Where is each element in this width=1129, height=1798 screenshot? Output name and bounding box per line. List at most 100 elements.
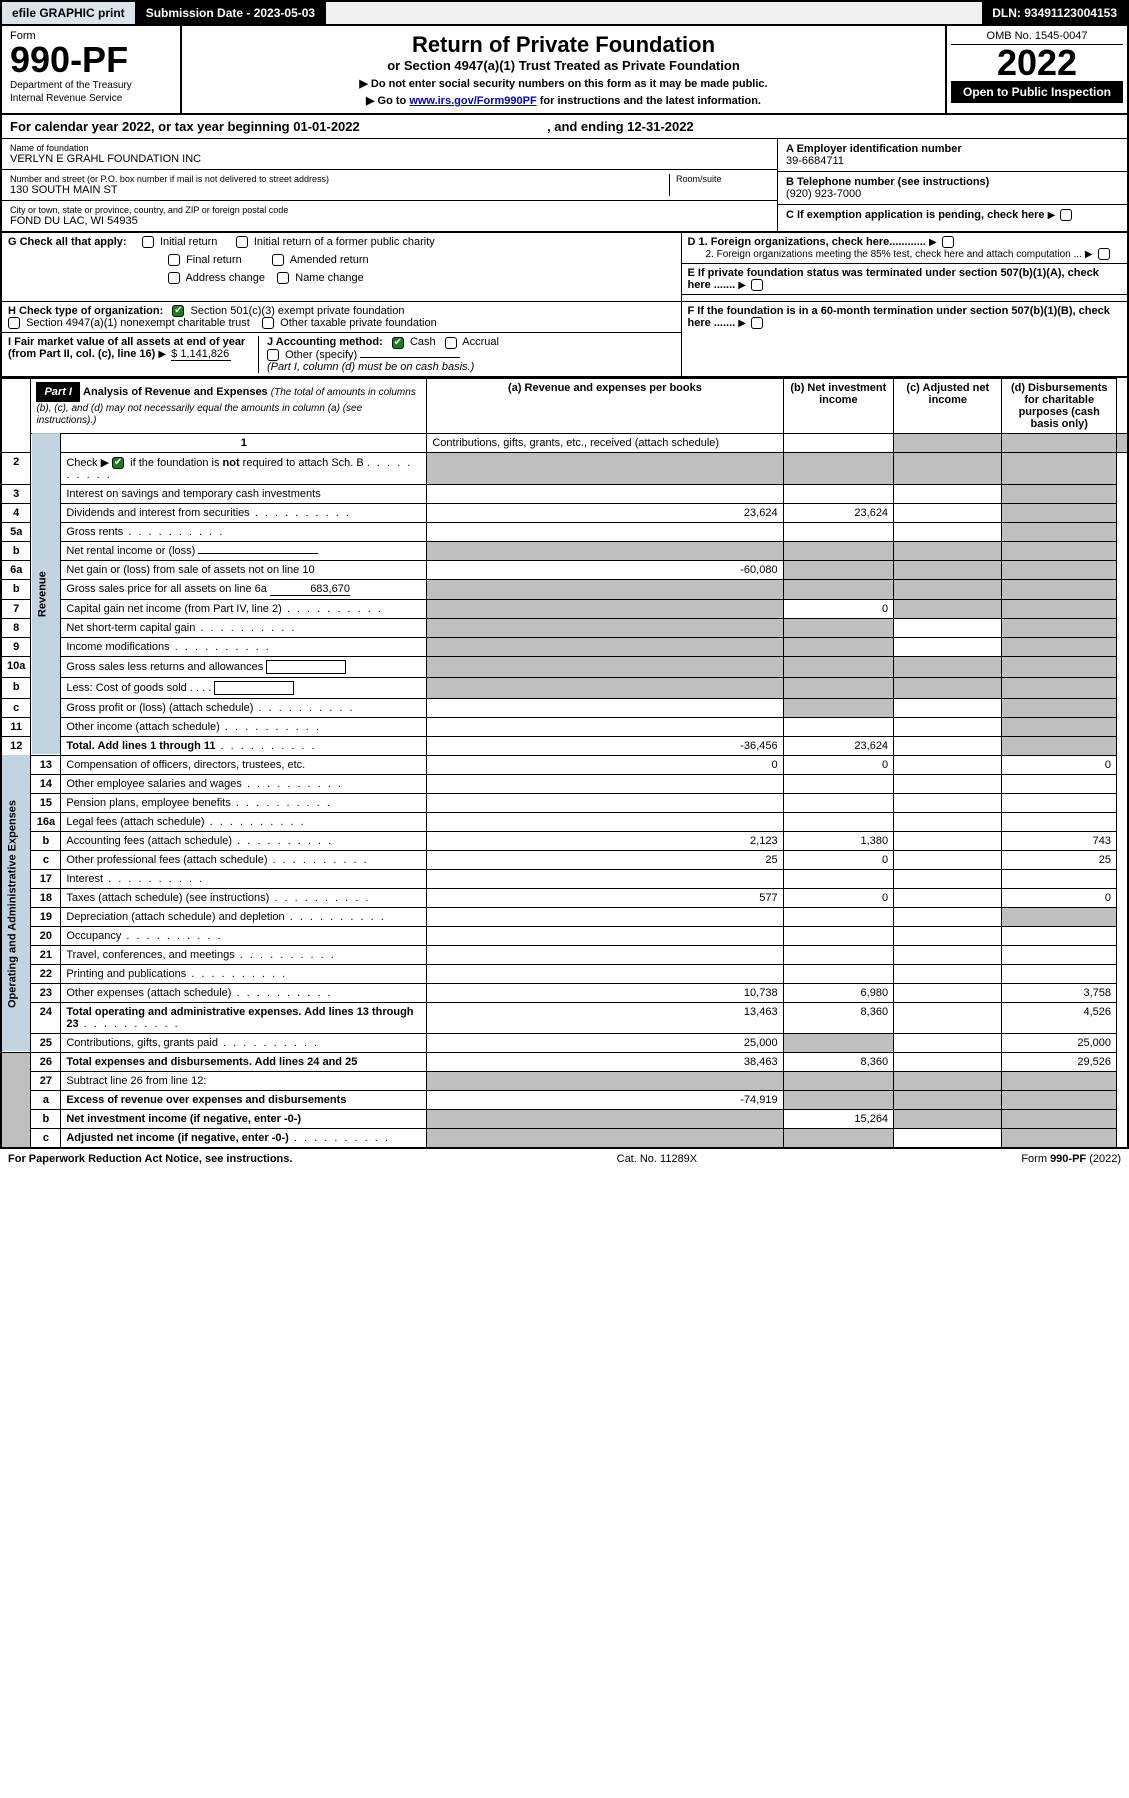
line-16a: Legal fees (attach schedule) [61,812,427,831]
line-num: 8 [1,618,31,637]
s501-label: Section 501(c)(3) exempt private foundat… [190,305,404,317]
name-label: Name of foundation [10,143,769,153]
part1-title: Analysis of Revenue and Expenses [83,386,268,398]
name-change-label: Name change [295,272,364,284]
form-note-ssn: ▶ Do not enter social security numbers o… [188,77,939,90]
line-num: 26 [31,1052,61,1071]
val-12b: 23,624 [783,736,893,755]
col-a-header: (a) Revenue and expenses per books [427,378,783,433]
d1-label: D 1. Foreign organizations, check here..… [688,236,926,248]
form-subtitle: or Section 4947(a)(1) Trust Treated as P… [188,58,939,73]
val-26b: 8,360 [783,1052,893,1071]
final-return-checkbox[interactable] [168,254,180,266]
line-3: Interest on savings and temporary cash i… [61,484,427,503]
d2-label: 2. Foreign organizations meeting the 85%… [688,249,1082,260]
irs-label: Internal Revenue Service [10,93,172,104]
line-num: 5a [1,522,31,541]
line-26: Total expenses and disbursements. Add li… [61,1052,427,1071]
room-label: Room/suite [676,174,769,184]
line-14: Other employee salaries and wages [61,774,427,793]
val-27b: 15,264 [783,1109,893,1128]
line-num: 20 [31,926,61,945]
s4947-checkbox[interactable] [8,317,20,329]
line-21: Travel, conferences, and meetings [61,945,427,964]
cash-checkbox[interactable] [392,337,404,349]
h-label: H Check type of organization: [8,305,163,317]
d2-checkbox[interactable] [1098,248,1110,260]
pra-notice: For Paperwork Reduction Act Notice, see … [8,1153,292,1165]
line-19: Depreciation (attach schedule) and deple… [61,907,427,926]
check-section: G Check all that apply: Initial return I… [0,233,1129,378]
line-num: 23 [31,983,61,1002]
line-num: 7 [1,599,31,618]
cal-text-a: For calendar year 2022, or tax year begi… [10,119,293,134]
val-16cb: 0 [783,850,893,869]
arrow-icon [738,279,748,291]
addr-change-checkbox[interactable] [168,272,180,284]
line-27a: Excess of revenue over expenses and disb… [61,1090,427,1109]
initial-return-checkbox[interactable] [142,236,154,248]
irs-link[interactable]: www.irs.gov/Form990PF [409,95,536,107]
line-num: c [31,1128,61,1148]
form-header: Form 990-PF Department of the Treasury I… [0,26,1129,115]
line-23: Other expenses (attach schedule) [61,983,427,1002]
f-checkbox[interactable] [751,317,763,329]
val-4a: 23,624 [427,503,783,522]
d1-checkbox[interactable] [942,236,954,248]
col-c-header: (c) Adjusted net income [894,378,1002,433]
c-checkbox[interactable] [1060,209,1072,221]
initial-former-checkbox[interactable] [236,236,248,248]
val-25d: 25,000 [1002,1033,1117,1052]
val-18a: 577 [427,888,783,907]
form-ref: Form 990-PF (2022) [1021,1153,1121,1165]
g-label: G Check all that apply: [8,236,127,248]
cash-label: Cash [410,336,436,348]
s501-checkbox[interactable] [172,305,184,317]
line-num: 27 [31,1071,61,1090]
other-method-checkbox[interactable] [267,349,279,361]
opex-section: Operating and Administrative Expenses [1,755,31,1052]
other-tax-checkbox[interactable] [262,317,274,329]
line-4: Dividends and interest from securities [61,503,427,522]
line-6a: Net gain or (loss) from sale of assets n… [61,560,427,579]
line-num: 16a [31,812,61,831]
line-27: Subtract line 26 from line 12: [61,1071,427,1090]
form-title: Return of Private Foundation [188,32,939,58]
val-16ca: 25 [427,850,783,869]
line-15: Pension plans, employee benefits [61,793,427,812]
val-12a: -36,456 [427,736,783,755]
line-7: Capital gain net income (from Part IV, l… [61,599,427,618]
line-25: Contributions, gifts, grants paid [61,1033,427,1052]
line-num: 19 [31,907,61,926]
val-16cd: 25 [1002,850,1117,869]
efile-print-button[interactable]: efile GRAPHIC print [2,2,136,24]
val-7b: 0 [783,599,893,618]
val-16ba: 2,123 [427,831,783,850]
val-18b: 0 [783,888,893,907]
val-24a: 13,463 [427,1002,783,1033]
e-checkbox[interactable] [751,279,763,291]
other-specify [360,357,460,358]
accrual-checkbox[interactable] [445,337,457,349]
initial-return-label: Initial return [160,236,217,248]
amended-label: Amended return [290,254,369,266]
final-return-label: Final return [186,254,242,266]
line-5a: Gross rents [61,522,427,541]
cal-end: 12-31-2022 [627,119,694,134]
col-d-header: (d) Disbursements for charitable purpose… [1002,378,1117,433]
line-10a: Gross sales less returns and allowances [61,656,427,677]
cat-number: Cat. No. 11289X [617,1153,698,1165]
col-b-header: (b) Net investment income [783,378,893,433]
cal-begin: 01-01-2022 [293,119,360,134]
val-26d: 29,526 [1002,1052,1117,1071]
top-bar: efile GRAPHIC print Submission Date - 20… [0,0,1129,26]
name-change-checkbox[interactable] [277,272,289,284]
arrow-icon [158,348,168,360]
line-num: a [31,1090,61,1109]
part1-table: Part I Analysis of Revenue and Expenses … [0,378,1129,1149]
cal-text-b: , and ending [547,119,627,134]
schb-checkbox[interactable] [112,457,124,469]
line-num: 24 [31,1002,61,1033]
amended-checkbox[interactable] [272,254,284,266]
line-num: b [1,579,31,599]
